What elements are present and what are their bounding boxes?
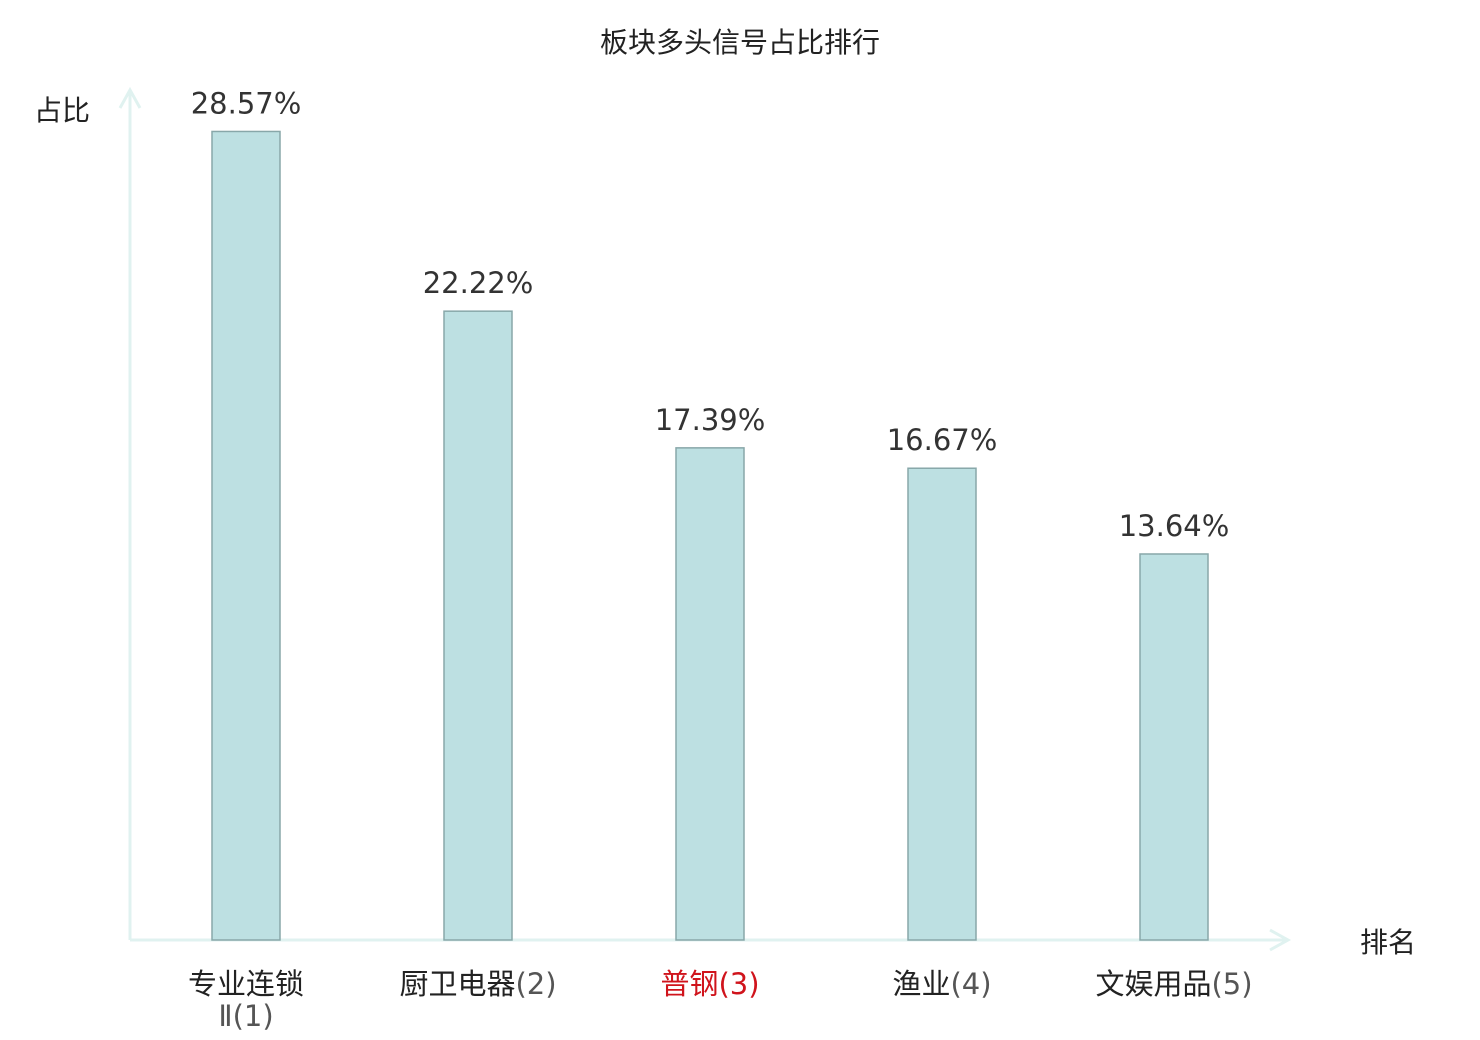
category-name-5: 文娱用品: [1095, 967, 1211, 1001]
category-name-1-line2: Ⅱ: [218, 999, 232, 1033]
bar-1: [211, 130, 281, 941]
bars-group: [211, 130, 1209, 941]
value-label-3: 17.39%: [655, 403, 766, 437]
y-axis-label: 占比: [34, 94, 90, 127]
category-rank-4: (4): [950, 967, 991, 1001]
value-label-2: 22.22%: [423, 266, 534, 300]
bar-5: [1139, 553, 1209, 941]
category-label-1-line2: Ⅱ(1): [218, 999, 273, 1033]
category-label-4: 渔业(4): [892, 967, 991, 1001]
category-name-1: 专业连锁: [188, 967, 304, 1001]
y-axis: [118, 86, 142, 940]
value-label-5: 13.64%: [1119, 509, 1230, 543]
category-name-4: 渔业: [892, 967, 950, 1001]
chart-title: 板块多头信号占比排行: [600, 26, 880, 59]
value-label-4: 16.67%: [887, 423, 998, 457]
x-axis-label: 排名: [1360, 926, 1416, 959]
category-name-2: 厨卫电器: [399, 967, 515, 1001]
category-rank-3: (3): [718, 967, 759, 1001]
category-rank-5: (5): [1211, 967, 1252, 1001]
value-labels-group: 28.57% 22.22% 17.39% 16.67% 13.64%: [191, 86, 1230, 543]
bar-3: [675, 447, 745, 941]
category-name-3: 普钢: [660, 967, 718, 1001]
category-label-2: 厨卫电器(2): [399, 967, 556, 1001]
value-label-1: 28.57%: [191, 86, 302, 120]
category-label-3: 普钢(3): [660, 967, 759, 1001]
category-label-5: 文娱用品(5): [1095, 967, 1252, 1001]
category-rank-2: (2): [515, 967, 556, 1001]
bar-4: [907, 467, 977, 941]
bar-2: [443, 310, 513, 941]
category-rank-1: (1): [233, 999, 274, 1033]
category-label-1: 专业连锁: [188, 967, 304, 1001]
